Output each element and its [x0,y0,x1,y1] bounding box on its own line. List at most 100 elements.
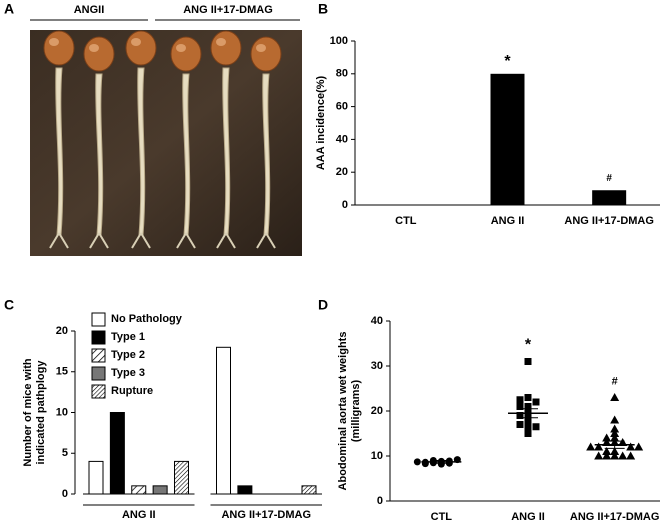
point [634,442,644,451]
y-tick-label: 20 [371,405,383,417]
point [516,403,524,410]
iliac [49,232,69,249]
y-tick-label: 15 [56,366,68,378]
point [586,442,596,451]
point [610,447,620,455]
point [524,394,532,401]
point [626,442,636,451]
bar [301,485,317,495]
highlight [216,38,226,46]
significance-marker: * [504,53,511,70]
y-axis-label: Number of mice with [22,358,34,466]
point [516,421,524,428]
point [516,396,524,404]
significance-marker: # [606,173,612,184]
highlight [49,38,59,46]
x-tick-label: CTL [431,511,453,523]
point [610,451,620,460]
error-bar [604,440,625,449]
point [594,442,604,451]
legend-label: Rupture [111,385,153,397]
point [532,423,540,431]
aneurysm [250,36,282,72]
aneurysm [83,36,115,72]
point [413,458,421,466]
bar [88,460,104,495]
point [610,433,620,442]
point [524,421,532,428]
bar [237,485,253,495]
photo-label: ANG II+17-DMAG [183,4,273,16]
y-tick-label: 20 [336,166,348,178]
legend-label: Type 2 [111,349,145,361]
point [610,429,620,437]
highlight [89,44,99,52]
legend-label: No Pathology [111,313,183,325]
iliac [131,232,151,249]
point [610,393,620,401]
legend-swatch [91,348,106,363]
x-tick-label: CTL [395,215,417,227]
significance-marker: # [612,375,618,387]
iliac [176,232,196,249]
iliac [89,232,109,249]
point [516,412,524,419]
bar [216,346,231,495]
legend-swatch [91,330,106,345]
legend-label: Type 1 [111,331,145,343]
photo: ANGII ANG II+17-DMAG [30,4,302,256]
legend-label: Type 3 [111,367,145,379]
aneurysm [125,30,157,66]
highlight [256,44,266,52]
aortas [43,30,282,249]
legend-swatch [91,312,106,327]
legend-swatch [91,366,106,381]
point [524,403,532,410]
point [610,415,620,424]
x-tick-label: ANG II+17-DMAG [570,511,660,523]
y-tick-label: 80 [336,68,348,80]
x-tick-label: ANG II [511,511,545,523]
y-axis-label: indicated pathplogy [35,360,47,465]
highlight [131,38,141,46]
bar [152,485,168,495]
aneurysm [43,30,75,66]
panel-label: A [4,1,14,17]
bar [174,460,189,495]
y-tick-label: 30 [371,360,383,372]
point [524,430,532,437]
photo-label: ANGII [74,4,105,16]
y-axis-label: AAA incidence(%) [315,76,327,171]
highlight [176,44,186,52]
y-tick-label: 10 [371,450,383,462]
point [626,451,636,460]
error-bar [431,460,452,464]
point [524,358,532,365]
y-tick-label: 100 [330,35,348,47]
panel-label: B [318,1,328,17]
x-tick-label: ANG II+17-DMAG [221,509,311,521]
point [532,398,540,406]
bar [131,485,147,495]
y-tick-label: 40 [336,133,348,145]
iliac [256,232,276,249]
point [618,451,628,460]
y-axis-label: Abodominal aorta wet weights [337,332,349,491]
y-tick-label: 20 [56,325,68,337]
point [602,433,612,442]
iliac [216,232,236,249]
x-tick-label: ANG II+17-DMAG [564,215,654,227]
x-tick-label: ANG II [122,509,156,521]
bar [490,73,525,205]
y-tick-label: 5 [62,447,68,459]
point [594,451,604,460]
point [610,424,620,433]
aneurysm [170,36,202,72]
bar [109,412,125,495]
aneurysm [210,30,242,66]
y-tick-label: 60 [336,101,348,113]
significance-marker: * [525,337,532,354]
point [602,451,612,460]
point [524,425,532,433]
